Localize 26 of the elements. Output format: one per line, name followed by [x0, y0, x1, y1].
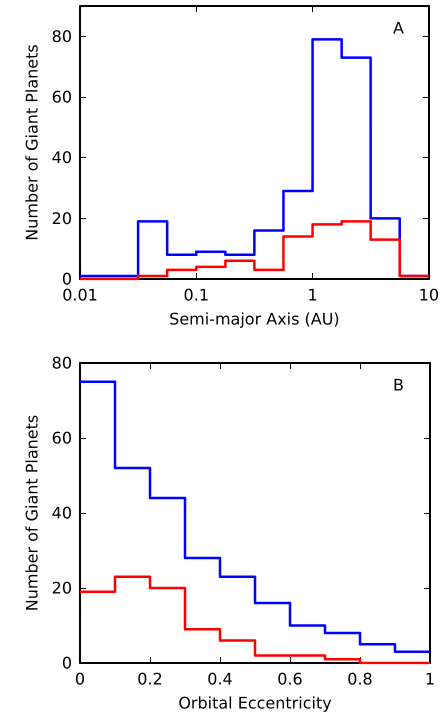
y-tick-label: 0 — [62, 270, 72, 288]
x-tick-label: 1 — [307, 286, 318, 304]
y-tick-label: 40 — [52, 148, 72, 168]
x-tick-label: 0 — [74, 670, 86, 688]
x-tick-label: 0.1 — [184, 286, 209, 304]
y-tick-label: 20 — [52, 208, 72, 228]
annotation: A — [393, 18, 404, 38]
y-axis-title: Number of Giant Planets — [22, 44, 42, 241]
x-tick-label: 0.2 — [137, 670, 163, 688]
x-tick-label: 0.01 — [62, 286, 98, 304]
annotation: B — [393, 376, 404, 394]
x-tick-label: 1 — [424, 670, 436, 688]
y-axis-title: Number of Giant Planets — [22, 414, 42, 612]
y-tick-label: 60 — [52, 88, 72, 106]
x-tick-label: 0.8 — [347, 670, 373, 688]
x-axis-title: Semi-major Axis (AU) — [169, 310, 340, 328]
y-tick-label: 0 — [62, 654, 72, 672]
x-tick-label: 10 — [418, 286, 439, 304]
y-tick-label: 40 — [52, 504, 72, 522]
x-tick-label: 0.6 — [277, 670, 303, 688]
y-tick-label: 80 — [52, 354, 72, 372]
x-axis-title: Orbital Eccentricity — [178, 694, 332, 712]
y-tick-label: 80 — [52, 26, 72, 46]
y-tick-label: 20 — [52, 578, 72, 598]
y-tick-label: 60 — [52, 428, 72, 448]
x-tick-label: 0.4 — [207, 670, 233, 688]
